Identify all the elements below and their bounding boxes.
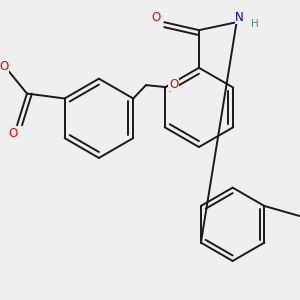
Text: O: O — [0, 60, 9, 73]
Text: H: H — [250, 19, 258, 29]
Text: O: O — [8, 127, 18, 140]
Text: O: O — [152, 11, 161, 24]
Text: N: N — [235, 11, 244, 24]
Text: O: O — [169, 78, 178, 91]
